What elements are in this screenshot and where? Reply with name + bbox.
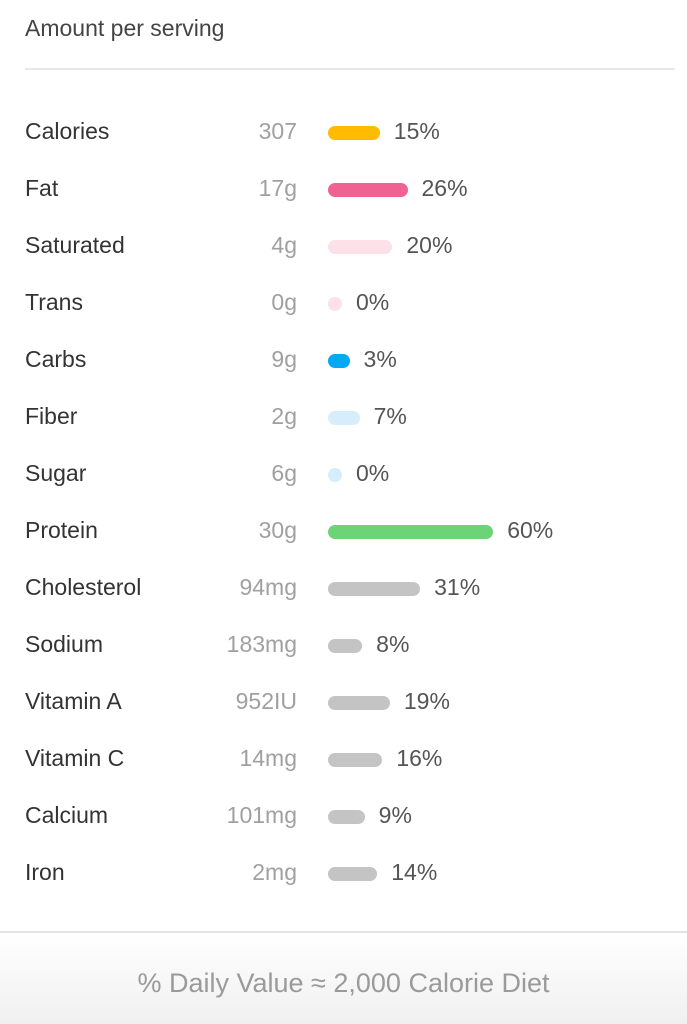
nutrient-row: Vitamin A 952IU 19% (0, 682, 687, 739)
daily-value-bar (328, 696, 390, 710)
nutrient-list: Calories 307 15% Fat 17g 26% Saturated 4g 20% Tra… (0, 112, 687, 910)
nutrient-row: Fat 17g 26% (0, 169, 687, 226)
nutrient-amount: 0g (271, 289, 297, 315)
daily-value-bar (328, 639, 363, 653)
nutrient-row: Fiber 2g 7% (0, 397, 687, 454)
daily-value-note: % Daily Value ≈ 2,000 Calorie Diet (137, 968, 550, 998)
nutrient-amount: 6g (271, 460, 297, 486)
daily-value-percent: 0% (356, 289, 390, 315)
nutrient-row: Vitamin C 14mg 16% (0, 739, 687, 796)
nutrient-amount: 9g (271, 346, 297, 372)
nutrient-name: Iron (25, 859, 65, 885)
nutrient-amount: 14mg (239, 745, 297, 771)
daily-value-percent: 15% (393, 118, 440, 144)
daily-value-bar (328, 240, 393, 254)
nutrient-row: Sugar 6g 0% (0, 454, 687, 511)
daily-value-bar (328, 354, 350, 368)
daily-value-bar (328, 411, 360, 425)
nutrient-name: Calcium (25, 802, 109, 828)
nutrient-name: Saturated (25, 232, 125, 258)
footer-divider (0, 931, 687, 933)
nutrient-row: Protein 30g 60% (0, 511, 687, 568)
daily-value-percent: 60% (507, 517, 554, 543)
nutrient-amount: 94mg (239, 574, 297, 600)
nutrient-name: Cholesterol (25, 574, 142, 600)
daily-value-bar (328, 468, 342, 482)
footer: % Daily Value ≈ 2,000 Calorie Diet (0, 933, 687, 1024)
daily-value-bar (328, 810, 365, 824)
nutrient-amount: 4g (271, 232, 297, 258)
daily-value-bar (328, 183, 408, 197)
daily-value-bar (328, 867, 378, 881)
nutrient-row: Calcium 101mg 9% (0, 796, 687, 853)
nutrient-row: Iron 2mg 14% (0, 853, 687, 910)
daily-value-percent: 7% (373, 403, 407, 429)
daily-value-percent: 16% (396, 745, 443, 771)
daily-value-bar (328, 297, 342, 311)
daily-value-bar (328, 525, 494, 539)
daily-value-bar (328, 582, 421, 596)
header-divider (25, 68, 675, 70)
nutrient-name: Sugar (25, 460, 87, 486)
daily-value-percent: 9% (378, 802, 412, 828)
amount-per-serving-heading: Amount per serving (25, 15, 225, 41)
nutrient-row: Trans 0g 0% (0, 283, 687, 340)
nutrient-amount: 17g (258, 175, 297, 201)
nutrient-name: Vitamin A (25, 688, 122, 714)
nutrient-name: Carbs (25, 346, 87, 372)
nutrient-amount: 307 (258, 118, 297, 144)
nutrient-name: Vitamin C (25, 745, 125, 771)
daily-value-percent: 14% (391, 859, 438, 885)
nutrient-amount: 2mg (252, 859, 297, 885)
daily-value-bar (328, 126, 380, 140)
daily-value-percent: 20% (406, 232, 453, 258)
daily-value-percent: 19% (403, 688, 450, 714)
nutrient-name: Fiber (25, 403, 78, 429)
nutrient-name: Fat (25, 175, 59, 201)
nutrient-name: Trans (25, 289, 83, 315)
daily-value-percent: 26% (421, 175, 468, 201)
nutrient-name: Calories (25, 118, 110, 144)
nutrient-amount: 2g (271, 403, 297, 429)
nutrient-amount: 183mg (226, 631, 297, 657)
nutrient-row: Sodium 183mg 8% (0, 625, 687, 682)
nutrient-name: Protein (25, 517, 98, 543)
nutrient-row: Calories 307 15% (0, 112, 687, 169)
daily-value-bar (328, 753, 383, 767)
daily-value-percent: 0% (356, 460, 390, 486)
nutrient-amount: 30g (258, 517, 297, 543)
nutrient-name: Sodium (25, 631, 103, 657)
nutrient-amount: 952IU (235, 688, 297, 714)
nutrient-amount: 101mg (226, 802, 297, 828)
nutrient-row: Cholesterol 94mg 31% (0, 568, 687, 625)
daily-value-percent: 8% (376, 631, 410, 657)
daily-value-percent: 3% (363, 346, 397, 372)
nutrient-row: Saturated 4g 20% (0, 226, 687, 283)
nutrient-row: Carbs 9g 3% (0, 340, 687, 397)
daily-value-percent: 31% (434, 574, 481, 600)
